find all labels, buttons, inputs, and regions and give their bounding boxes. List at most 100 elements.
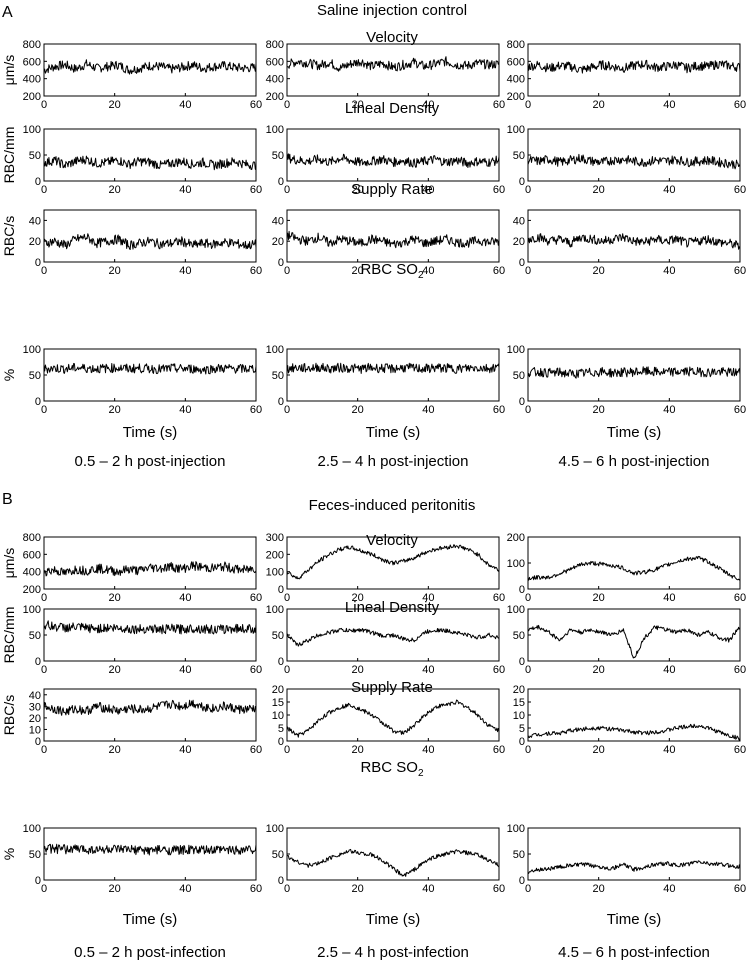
y-tick-label: 100 — [507, 823, 525, 835]
x-tick-label: 0 — [41, 404, 47, 416]
x-tick-label: 0 — [525, 744, 531, 756]
y-tick-label: 50 — [513, 370, 525, 382]
x-tick-label: 0 — [41, 592, 47, 604]
x-tick-label: 0 — [284, 744, 290, 756]
subscript-2: 2 — [418, 270, 424, 281]
y-tick-label: 100 — [23, 823, 41, 835]
x-tick-label: 40 — [663, 265, 675, 277]
y-axis-label: μm/s — [1, 55, 17, 86]
x-tick-label: 0 — [284, 592, 290, 604]
x-tick-label: 60 — [734, 184, 746, 196]
x-tick-label: 20 — [109, 265, 121, 277]
y-tick-label: 40 — [513, 215, 525, 227]
y-tick-label: 200 — [266, 549, 284, 561]
y-tick-label: 100 — [507, 604, 525, 616]
y-tick-label: 400 — [23, 567, 41, 579]
x-tick-label: 40 — [179, 883, 191, 895]
y-tick-label: 0 — [519, 257, 525, 269]
y-tick-label: 800 — [23, 532, 41, 544]
x-tick-label: 0 — [41, 883, 47, 895]
panel-a-letter: A — [2, 4, 13, 21]
plot-frame — [527, 209, 741, 263]
x-tick-label: 20 — [352, 592, 364, 604]
y-tick-label: 0 — [278, 396, 284, 408]
x-tick-label: 20 — [109, 883, 121, 895]
x-tick-label: 0 — [41, 744, 47, 756]
x-tick-label: 40 — [663, 184, 675, 196]
y-tick-label: 200 — [507, 91, 525, 103]
plot-frame — [527, 43, 741, 97]
data-trace — [43, 233, 257, 250]
data-trace — [286, 56, 500, 72]
plot-frame — [43, 688, 257, 742]
y-tick-label: 50 — [513, 150, 525, 162]
x-tick-label: 60 — [734, 744, 746, 756]
x-tick-label: 0 — [284, 265, 290, 277]
x-tick-label: 20 — [352, 99, 364, 111]
y-tick-label: 200 — [23, 91, 41, 103]
plot-grid: Velocity Lineal Density Supply Rate RBC SO2… — [1, 29, 746, 961]
x-tick-label: 60 — [250, 404, 262, 416]
x-tick-label: 20 — [352, 265, 364, 277]
y-tick-label: 0 — [35, 656, 41, 668]
y-tick-label: 50 — [29, 150, 41, 162]
x-tick-label: 0 — [525, 883, 531, 895]
y-tick-label: 0 — [278, 656, 284, 668]
data-trace — [43, 699, 257, 716]
data-trace — [286, 627, 500, 647]
y-tick-label: 800 — [23, 39, 41, 51]
y-tick-label: 50 — [29, 630, 41, 642]
plot-frame — [286, 536, 500, 590]
plot-frame — [286, 43, 500, 97]
y-tick-label: 50 — [29, 849, 41, 861]
x-tick-label: 40 — [179, 404, 191, 416]
y-tick-label: 50 — [272, 630, 284, 642]
x-tick-label: 60 — [250, 184, 262, 196]
x-tick-label: 20 — [593, 404, 605, 416]
y-tick-label: 0 — [278, 176, 284, 188]
y-axis-label: % — [1, 369, 17, 381]
x-tick-label: 20 — [593, 99, 605, 111]
x-tick-label: 20 — [593, 883, 605, 895]
panel-b-letter: B — [2, 491, 13, 508]
data-trace — [527, 59, 741, 74]
row-title: RBC SO2 — [360, 261, 424, 281]
row-title: Supply Rate — [351, 181, 433, 198]
y-tick-label: 15 — [272, 697, 284, 709]
x-tick-label: 40 — [179, 744, 191, 756]
x-axis-title: Time (s) — [366, 424, 420, 441]
x-tick-label: 20 — [593, 592, 605, 604]
row-title: Lineal Density — [345, 100, 440, 117]
y-tick-label: 600 — [266, 56, 284, 68]
y-tick-label: 400 — [507, 74, 525, 86]
data-trace — [286, 230, 500, 249]
x-tick-label: 40 — [663, 664, 675, 676]
y-tick-label: 15 — [513, 697, 525, 709]
plot-frame — [43, 209, 257, 263]
row-title: Lineal Density — [345, 599, 440, 616]
y-tick-label: 600 — [23, 549, 41, 561]
y-tick-label: 100 — [507, 344, 525, 356]
x-tick-label: 60 — [250, 99, 262, 111]
y-tick-label: 40 — [29, 215, 41, 227]
y-tick-label: 0 — [35, 736, 41, 748]
x-tick-label: 20 — [593, 664, 605, 676]
x-tick-label: 40 — [179, 99, 191, 111]
plot-frame — [286, 128, 500, 182]
data-trace — [527, 366, 741, 379]
y-tick-label: 0 — [35, 875, 41, 887]
y-axis-label: RBC/s — [1, 216, 17, 256]
x-tick-label: 0 — [284, 99, 290, 111]
y-tick-label: 100 — [266, 124, 284, 136]
x-tick-label: 40 — [179, 664, 191, 676]
y-tick-label: 600 — [23, 56, 41, 68]
y-tick-label: 50 — [513, 849, 525, 861]
column-title: 4.5 – 6 h post-injection — [559, 453, 710, 470]
y-tick-label: 40 — [272, 215, 284, 227]
x-tick-label: 60 — [250, 744, 262, 756]
x-tick-label: 0 — [525, 664, 531, 676]
x-tick-label: 20 — [352, 744, 364, 756]
x-tick-label: 0 — [41, 99, 47, 111]
x-axis-title: Time (s) — [607, 911, 661, 928]
x-tick-label: 60 — [493, 883, 505, 895]
